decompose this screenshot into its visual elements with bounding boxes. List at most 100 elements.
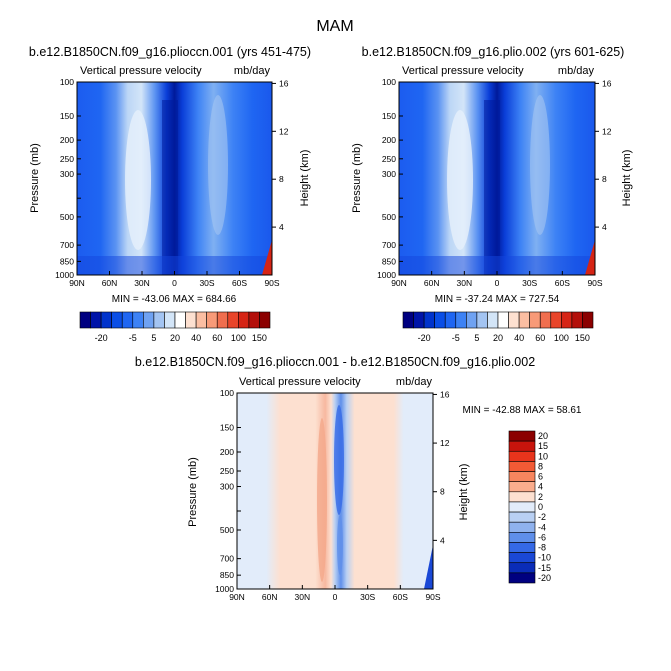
panel-3-positive-anomaly (317, 418, 327, 582)
colorbar-swatch (206, 311, 218, 329)
panel-3-subtitle: Vertical pressure velocity (239, 376, 361, 388)
y-tick-label: 850 (382, 256, 396, 266)
y2-tick-label: 4 (440, 535, 445, 545)
colorbar-swatch (227, 311, 239, 329)
x-tick-label: 60S (555, 278, 570, 288)
y-tick-label: 500 (60, 212, 74, 222)
panel-3-antarctic-plume (424, 545, 433, 589)
colorbar-label: -4 (538, 522, 546, 532)
panel-1-antarctic-plume (262, 240, 272, 275)
colorbar-swatch (174, 311, 186, 329)
panel-3-y2label: Height (km) (458, 464, 470, 521)
x-tick-label: 30S (360, 592, 375, 602)
colorbar-swatch (455, 311, 467, 329)
colorbar-label: -20 (95, 333, 108, 343)
y-tick-label: 150 (382, 111, 396, 121)
colorbar-swatch (121, 311, 134, 329)
colorbar-swatch (582, 311, 594, 329)
colorbar-swatch (195, 311, 207, 329)
x-tick-label: 60S (393, 592, 408, 602)
colorbar-swatch (508, 521, 536, 533)
x-tick-label: 0 (495, 278, 500, 288)
colorbar-swatch (248, 311, 260, 329)
x-tick-label: 90S (264, 278, 279, 288)
panel-2-ylabel: Pressure (mb) (351, 143, 363, 213)
colorbar-swatch (413, 311, 425, 329)
colorbar-swatch (508, 481, 536, 493)
y-tick-label: 100 (220, 388, 234, 398)
colorbar-swatch (508, 532, 536, 543)
y-tick-label: 100 (382, 77, 396, 87)
y-tick-label: 1000 (215, 584, 234, 594)
colorbar-label: 10 (538, 451, 548, 461)
colorbar-label: -15 (538, 563, 551, 573)
colorbar-swatch (508, 572, 536, 584)
colorbar-swatch (571, 311, 583, 329)
panel-1-descent-south (208, 95, 228, 235)
panel-2-y2label: Height (km) (621, 150, 633, 207)
colorbar-swatch (508, 311, 520, 329)
x-tick-label: 0 (333, 592, 338, 602)
colorbar-label: 5 (151, 333, 156, 343)
panel-1-title: b.e12.B1850CN.f09_g16.plioccn.001 (yrs 4… (29, 45, 311, 59)
colorbar-swatch (444, 311, 457, 329)
colorbar-swatch (508, 450, 536, 462)
colorbar-label: 150 (575, 333, 590, 343)
panel-2-subtitle: Vertical pressure velocity (402, 65, 524, 77)
colorbar-label: 20 (538, 431, 548, 441)
panel-2-descent-north (447, 110, 473, 250)
panel-3: b.e12.B1850CN.f09_g16.plioccn.001 - b.e1… (135, 355, 582, 602)
colorbar-label: 150 (252, 333, 267, 343)
y2-tick-label: 8 (440, 487, 445, 497)
panel-1-subtitle: Vertical pressure velocity (80, 65, 202, 77)
x-tick-label: 30N (295, 592, 311, 602)
y-tick-label: 1000 (377, 270, 396, 280)
y-tick-label: 300 (220, 482, 234, 492)
panel-2-colorbar: -20 -5 5 20 40 60 100 150 (402, 311, 594, 343)
colorbar-swatch (508, 562, 536, 574)
panel-2-title: b.e12.B1850CN.f09_g16.plio.002 (yrs 601-… (362, 45, 625, 59)
colorbar-label: 60 (212, 333, 222, 343)
y2-tick-label: 12 (602, 126, 612, 136)
colorbar-swatch (508, 440, 536, 452)
colorbar-swatch (508, 501, 536, 513)
y-tick-label: 150 (220, 423, 234, 433)
y-tick-label: 1000 (55, 270, 74, 280)
y-tick-label: 850 (220, 570, 234, 580)
panel-1-descent-north (125, 110, 151, 250)
colorbar-swatch (539, 311, 552, 329)
y-tick-label: 300 (382, 169, 396, 179)
colorbar-label: 100 (554, 333, 569, 343)
x-tick-label: 90N (229, 592, 245, 602)
colorbar-label: 40 (514, 333, 524, 343)
colorbar-label: -20 (418, 333, 431, 343)
colorbar-label: 100 (231, 333, 246, 343)
colorbar-swatch (508, 552, 536, 564)
panel-3-stats: MIN = -42.88 MAX = 58.61 (463, 405, 582, 416)
x-tick-label: 60N (262, 592, 278, 602)
colorbar-label: 60 (535, 333, 545, 343)
y2-tick-label: 16 (440, 389, 450, 399)
panel-3-axes: 90N 60N 30N 0 30S 60S 90S 100 150 200 250 300 500 700… (215, 388, 450, 602)
panel-2-antarctic-plume (585, 240, 595, 275)
y-tick-label: 700 (382, 240, 396, 250)
y2-tick-label: 8 (602, 174, 607, 184)
colorbar-swatch (508, 461, 536, 472)
colorbar-swatch (508, 430, 536, 442)
panel-3-plot (236, 392, 434, 590)
y-tick-label: 700 (60, 240, 74, 250)
panel-1-ascent-core (162, 100, 178, 275)
panel-1-plot (76, 81, 273, 276)
y2-tick-label: 16 (279, 78, 289, 88)
colorbar-swatch (529, 311, 541, 329)
colorbar-swatch (153, 311, 165, 329)
x-tick-label: 90N (391, 278, 407, 288)
panel-2: b.e12.B1850CN.f09_g16.plio.002 (yrs 601-… (351, 45, 633, 343)
panel-2-stats: MIN = -37.24 MAX = 727.54 (435, 294, 560, 305)
y-tick-label: 100 (60, 77, 74, 87)
y2-tick-label: 12 (279, 126, 289, 136)
colorbar-label: 20 (170, 333, 180, 343)
panel-1-units: mb/day (234, 65, 271, 77)
colorbar-label: 4 (538, 482, 543, 492)
